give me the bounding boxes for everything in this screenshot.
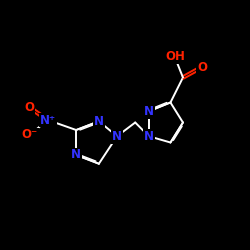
Text: N⁺: N⁺ [40, 114, 56, 126]
Text: N: N [144, 130, 154, 143]
Text: N: N [112, 130, 122, 143]
Text: O: O [24, 101, 34, 114]
Text: N: N [94, 115, 104, 128]
Text: O: O [197, 61, 207, 74]
Text: N: N [144, 105, 154, 118]
Text: N: N [71, 148, 81, 162]
Text: O⁻: O⁻ [22, 128, 38, 141]
Text: OH: OH [165, 50, 185, 63]
